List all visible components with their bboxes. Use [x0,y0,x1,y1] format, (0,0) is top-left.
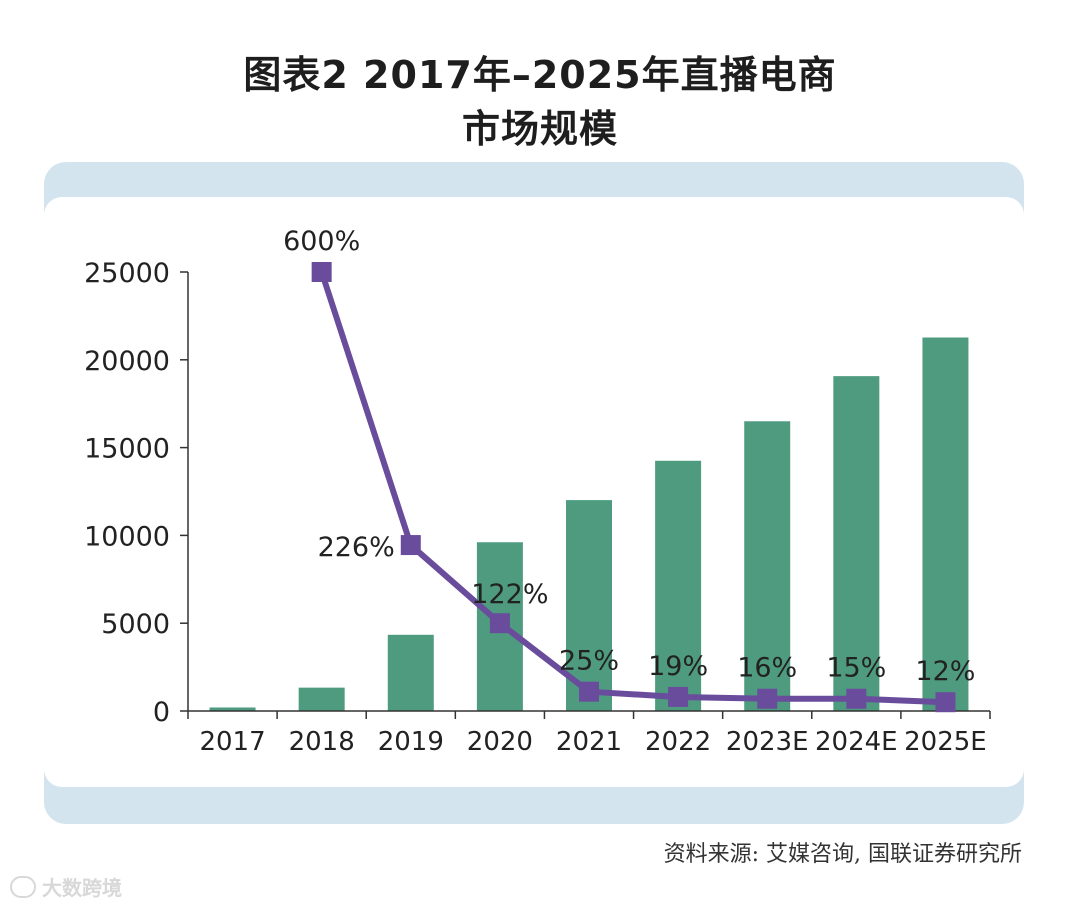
y-tick-label: 20000 [84,346,170,377]
x-tick-label: 2020 [467,727,533,757]
y-tick-label: 0 [153,697,170,728]
growth-marker-2019 [400,535,421,556]
growth-marker-2024E [846,688,867,709]
chart-title-line2: 市场规模 [461,107,618,151]
growth-label-2020: 122% [471,579,548,610]
x-tick-label: 2024E [815,727,898,757]
growth-marker-2018 [311,262,332,282]
bar-2021 [566,500,612,711]
y-tick-label: 25000 [84,258,170,289]
x-tick-label: 2025E [904,727,987,757]
growth-marker-2021 [579,681,599,702]
growth-rate-line [318,271,946,706]
x-tick-label: 2023E [726,727,809,757]
growth-label-2023E: 16% [737,653,797,684]
growth-marker-2023E [757,688,778,709]
growth-label-2019: 226% [318,532,395,563]
y-tick-label: 5000 [101,609,170,640]
bar-2019 [387,634,434,711]
chart-title-line1: 图表2 2017年–2025年直播电商 [243,53,837,97]
growth-marker-2025E [935,692,956,713]
bar-2023E [744,421,791,711]
x-tick-label: 2017 [199,727,265,757]
growth-label-2024E: 15% [826,653,886,684]
x-tick-label: 2022 [645,727,711,757]
bar-2018 [298,687,345,711]
growth-marker-2022 [668,686,689,707]
bar-2022 [655,460,702,711]
y-tick-label: 15000 [84,434,170,465]
bar-2025E [922,337,969,711]
watermark: 大数跨境 [10,872,122,901]
watermark-logo-icon [10,875,36,898]
x-tick-label: 2021 [556,727,622,757]
y-tick-label: 10000 [84,521,170,552]
growth-label-2021: 25% [559,646,619,677]
growth-marker-2020 [489,613,510,634]
growth-label-2022: 19% [648,651,708,682]
bar-2017 [209,707,256,711]
growth-label-2025E: 12% [915,656,975,687]
x-tick-label: 2018 [289,727,355,757]
source-note: 资料来源: 艾媒咨询, 国联证券研究所 [663,842,1022,867]
bar-2024E [833,376,880,711]
growth-label-2018: 600% [283,226,360,257]
watermark-text: 大数跨境 [42,876,122,900]
x-tick-label: 2019 [378,727,444,757]
